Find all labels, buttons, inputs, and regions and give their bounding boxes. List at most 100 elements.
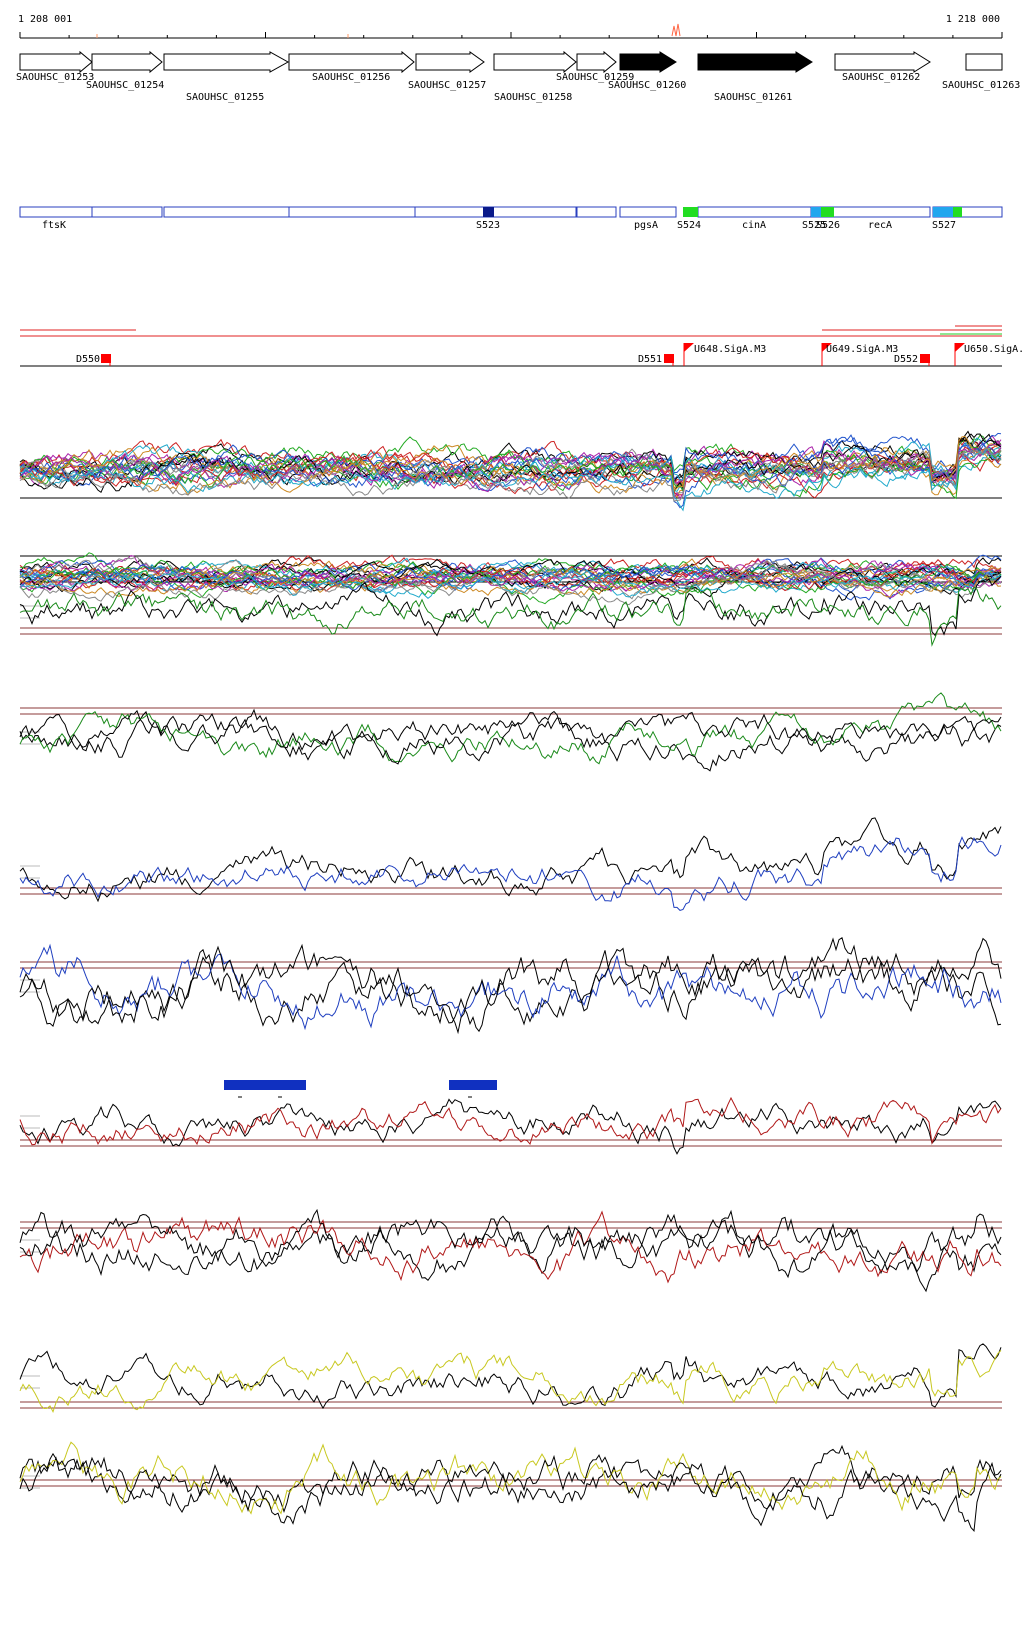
segment-label: S527	[932, 220, 956, 231]
segment-S525-block[interactable]	[811, 207, 821, 217]
track-line	[19, 451, 1002, 499]
gene-SAOUHSC_01256[interactable]: SAOUHSC_01256	[288, 50, 415, 83]
track-line	[19, 1209, 1002, 1293]
gene-label: SAOUHSC_01253	[16, 72, 94, 83]
segment-1255[interactable]	[163, 206, 290, 218]
track-line	[19, 447, 1002, 500]
blue-block-2[interactable]	[449, 1080, 497, 1090]
gene-SAOUHSC_01263[interactable]: SAOUHSC_01263	[942, 53, 1020, 91]
feature-label: D550	[76, 354, 100, 365]
track-line	[19, 567, 1002, 605]
blue-block-track	[224, 1080, 497, 1098]
feature-track: D550 D551 U648.SigA.M3 U649.SigA.M3 D552…	[20, 325, 1024, 367]
gene-SAOUHSC_01262[interactable]: SAOUHSC_01262	[834, 51, 931, 83]
feature-label: U649.SigA.M3	[826, 344, 898, 355]
track-line	[19, 692, 1002, 765]
segment-S527-block-a[interactable]	[933, 207, 953, 217]
segment-S527-block-b[interactable]	[953, 207, 962, 217]
green-track-2	[19, 692, 1002, 772]
track-line	[19, 1441, 1002, 1515]
track-line	[19, 557, 1002, 585]
segment-labels: ftsK S523 pgsA S524 cinA S525 S526 recA …	[42, 220, 956, 231]
track-line	[19, 1208, 1002, 1279]
feature-label: D551	[638, 354, 662, 365]
red-track-1	[19, 1096, 1002, 1155]
feature-U650[interactable]: U650.SigA.	[954, 343, 1024, 366]
feature-U648[interactable]: U648.SigA.M3	[683, 343, 766, 366]
feature-label: D552	[894, 354, 918, 365]
segment-ftsK-a[interactable]	[19, 206, 93, 218]
track-line	[19, 567, 1002, 599]
track-line	[19, 937, 1002, 1035]
gene-label: SAOUHSC_01257	[408, 80, 486, 91]
gene-SAOUHSC_01255[interactable]: SAOUHSC_01255	[163, 51, 290, 103]
track-line	[19, 1350, 1002, 1413]
track-line	[20, 565, 1002, 601]
multi-condition-track-2	[19, 552, 1002, 606]
gene-SAOUHSC_01257[interactable]: SAOUHSC_01257	[408, 51, 486, 91]
feature-D550[interactable]: D550	[76, 354, 111, 366]
feature-label: U650.SigA.	[964, 344, 1024, 355]
track-line	[19, 430, 1002, 481]
track-line	[19, 566, 1002, 606]
track-line	[19, 562, 1002, 592]
feature-D551[interactable]: D551	[638, 354, 674, 366]
ruler-end-label: 1 218 000	[946, 14, 1000, 25]
track-line	[19, 570, 1002, 598]
blue-track-1	[19, 817, 1002, 911]
red-track-2	[19, 1208, 1002, 1293]
track-line	[19, 446, 1002, 502]
track-line	[19, 561, 1002, 589]
gene-SAOUHSC_01261[interactable]: SAOUHSC_01261	[697, 51, 813, 103]
gene-SAOUHSC_01253[interactable]: SAOUHSC_01253	[16, 50, 94, 83]
track-line	[19, 435, 1002, 496]
blue-block-1[interactable]	[224, 1080, 306, 1090]
gene-label: SAOUHSC_01261	[714, 92, 792, 103]
segment-S526-block[interactable]	[821, 207, 834, 217]
yellow-track-1	[19, 1343, 1002, 1413]
gene-SAOUHSC_01254[interactable]: SAOUHSC_01254	[86, 50, 164, 91]
ruler: 1 208 001 1 218 000	[18, 14, 1003, 39]
segment-track	[19, 206, 1003, 218]
track-line	[19, 569, 1002, 599]
segment-1259[interactable]	[576, 206, 617, 218]
track-line	[19, 709, 1002, 765]
feature-label: U648.SigA.M3	[694, 344, 766, 355]
segment-S524-block[interactable]	[683, 207, 698, 217]
segment-label: recA	[868, 220, 892, 231]
segment-label: cinA	[742, 220, 766, 231]
feature-U649[interactable]: U649.SigA.M3	[821, 343, 898, 366]
segment-ftsK-b[interactable]	[91, 206, 163, 218]
track-line	[19, 575, 1002, 637]
segment-label: S526	[816, 220, 840, 231]
track-line	[19, 432, 1002, 509]
segment-1257[interactable]	[414, 206, 577, 218]
gene-SAOUHSC_01258[interactable]: SAOUHSC_01258	[493, 50, 577, 103]
track-line	[19, 433, 1002, 494]
track-line	[19, 559, 1002, 589]
yellow-track-2	[19, 1441, 1002, 1532]
track-line	[19, 708, 1002, 772]
gene-label: SAOUHSC_01254	[86, 80, 164, 91]
gene-SAOUHSC_01260[interactable]: SAOUHSC_01260	[608, 51, 686, 91]
gene-label: SAOUHSC_01255	[186, 92, 264, 103]
track-line	[19, 561, 1002, 598]
segment-label: ftsK	[42, 220, 66, 231]
track-line	[19, 1444, 1002, 1513]
gene-label: SAOUHSC_01262	[842, 72, 920, 83]
segment-label: S525	[802, 220, 826, 231]
multi-condition-track-1	[19, 430, 1002, 512]
segment-cinA[interactable]	[697, 206, 812, 218]
segment-S523-block[interactable]	[483, 207, 494, 217]
ruler-start-label: 1 208 001	[18, 14, 72, 25]
gene-label: SAOUHSC_01258	[494, 92, 572, 103]
segment-pgsA[interactable]	[619, 206, 677, 218]
track-line	[19, 943, 1002, 1031]
blue-track-2	[19, 937, 1002, 1035]
feature-D552[interactable]: D552	[894, 354, 930, 366]
track-line	[19, 817, 1002, 903]
segment-1256[interactable]	[288, 206, 416, 218]
gene-SAOUHSC_01259[interactable]: SAOUHSC_01259	[556, 50, 634, 83]
track-line	[19, 1452, 1002, 1532]
gene-track: SAOUHSC_01253 SAOUHSC_01254 SAOUHSC_0125…	[16, 50, 1020, 103]
